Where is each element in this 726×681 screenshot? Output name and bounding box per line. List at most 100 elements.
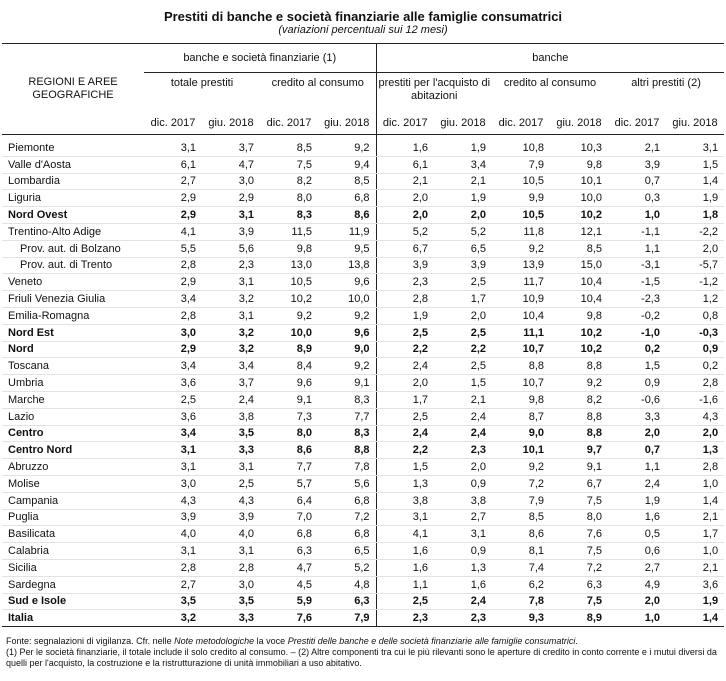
cell: 1,6 [375, 542, 434, 560]
cell: 3,4 [144, 357, 202, 376]
table-row: Piemonte 3,1 3,7 8,5 9,2 1,6 1,9 10,8 10,3 2,1 3,1 [2, 134, 725, 157]
table-row: Centro 3,4 3,5 8,0 8,3 2,4 2,4 9,0 8,8 2,0 2,0 [2, 425, 725, 443]
cell: 7,2 [550, 559, 608, 577]
cell: 3,5 [202, 425, 260, 443]
cell: 6,5 [318, 542, 376, 560]
cell: 7,4 [492, 559, 550, 577]
region-name: Trentino-Alto Adige [2, 223, 144, 241]
cell: 3,7 [202, 134, 260, 157]
region-name: Lombardia [2, 173, 144, 191]
cell: 1,0 [608, 609, 666, 628]
cell: 9,8 [550, 307, 608, 325]
source-note: Fonte: segnalazioni di vigilanza. Cfr. n… [6, 636, 722, 647]
table-row: Calabria 3,1 3,1 6,3 6,5 1,6 0,9 8,1 7,5 0,6 1,0 [2, 542, 725, 560]
cell: 2,9 [144, 189, 202, 208]
cell: 6,3 [260, 542, 318, 560]
table-row: Lazio 3,6 3,8 7,3 7,7 2,5 2,4 8,7 8,8 3,3 4,3 [2, 408, 725, 426]
cell: 2,7 [144, 173, 202, 191]
cell: 1,9 [666, 593, 725, 611]
table-row: Umbria 3,6 3,7 9,6 9,1 2,0 1,5 10,7 9,2 0,9 2,8 [2, 374, 725, 392]
cell: 10,1 [492, 441, 550, 460]
cell: 2,3 [202, 257, 260, 275]
cell: 1,9 [375, 307, 434, 325]
cell: 3,2 [144, 609, 202, 628]
cell: 3,6 [666, 576, 725, 594]
region-name: Lazio [2, 408, 144, 426]
cell: 4,3 [202, 492, 260, 510]
cell: 2,9 [144, 206, 202, 224]
cell: 2,2 [434, 341, 492, 359]
table-row: Nord Ovest 2,9 3,1 8,3 8,6 2,0 2,0 10,5 10,2 1,0 1… [2, 206, 725, 224]
region-name: Sicilia [2, 559, 144, 577]
region-name: Molise [2, 475, 144, 493]
cell: -0,2 [608, 307, 666, 325]
cell: 0,2 [608, 341, 666, 359]
cell: 2,5 [202, 475, 260, 493]
cell: 1,2 [666, 290, 725, 308]
cell: 2,5 [375, 324, 434, 342]
cell: 1,4 [666, 609, 725, 628]
cell: 0,9 [608, 374, 666, 392]
region-name: Nord [2, 341, 144, 359]
cell: 2,3 [375, 609, 434, 628]
cell: 9,1 [318, 374, 376, 392]
cell: 10,7 [492, 341, 550, 359]
cell: 8,3 [318, 391, 376, 409]
region-name: Prov. aut. di Trento [2, 257, 144, 275]
cell: 1,7 [375, 391, 434, 409]
cell: 3,1 [202, 273, 260, 292]
cell: 2,1 [608, 134, 666, 157]
cell: 10,8 [492, 134, 550, 157]
cell: 7,0 [260, 509, 318, 527]
cell: 8,6 [260, 441, 318, 460]
cell: 10,0 [550, 189, 608, 208]
period-header: dic. 2017 [260, 112, 318, 135]
cell: 2,8 [666, 458, 725, 476]
region-name: Marche [2, 391, 144, 409]
table-row: Trentino-Alto Adige 4,1 3,9 11,5 11,9 5,2 5,2 1… [2, 223, 725, 241]
cell: 4,7 [260, 559, 318, 577]
region-name: Friuli Venezia Giulia [2, 290, 144, 308]
period-header: giu. 2018 [434, 112, 492, 135]
cell: 10,2 [550, 341, 608, 359]
table-row: Emilia-Romagna 2,8 3,1 9,2 9,2 1,9 2,0 10,4 9,8-… [2, 307, 725, 325]
source-part: la voce [254, 636, 288, 647]
cell: 10,2 [550, 206, 608, 224]
cell: 1,1 [608, 458, 666, 476]
cell: 2,4 [434, 425, 492, 443]
cell: 7,9 [318, 609, 376, 628]
cell: 1,1 [375, 576, 434, 594]
cell: 9,4 [318, 156, 376, 174]
cell: -1,2 [666, 273, 725, 292]
cell: 8,8 [492, 357, 550, 376]
cell: 3,9 [202, 223, 260, 241]
cell: 3,2 [202, 324, 260, 342]
cell: 9,0 [492, 425, 550, 443]
cell: 3,1 [202, 458, 260, 476]
cell: 1,5 [608, 357, 666, 376]
cell: 3,9 [202, 509, 260, 527]
cell: 8,0 [260, 189, 318, 208]
cell: 0,5 [608, 525, 666, 544]
cell: 8,9 [260, 341, 318, 359]
cell: -1,1 [608, 223, 666, 241]
cell: 3,7 [202, 374, 260, 392]
cell: 8,8 [550, 408, 608, 426]
cell: 7,9 [492, 492, 550, 510]
period-header: dic. 2017 [492, 112, 550, 135]
region-name: Nord Est [2, 324, 144, 342]
cell: 9,9 [492, 189, 550, 208]
cell: 2,0 [434, 206, 492, 224]
cell: 3,4 [144, 290, 202, 308]
cell: 2,7 [434, 509, 492, 527]
cell: 10,5 [492, 173, 550, 191]
cell: 11,8 [492, 223, 550, 241]
table-row: Marche 2,5 2,4 9,1 8,3 1,7 2,1 9,8 8,2 -0,6 -1,6 [2, 391, 725, 409]
cell: 8,8 [318, 441, 376, 460]
title: Prestiti di banche e società finanziarie… [163, 9, 563, 24]
cell: 11,9 [318, 223, 376, 241]
cell: 2,3 [434, 609, 492, 628]
cell: 3,1 [202, 307, 260, 325]
cell: 0,7 [608, 441, 666, 460]
cell: 9,2 [318, 357, 376, 376]
